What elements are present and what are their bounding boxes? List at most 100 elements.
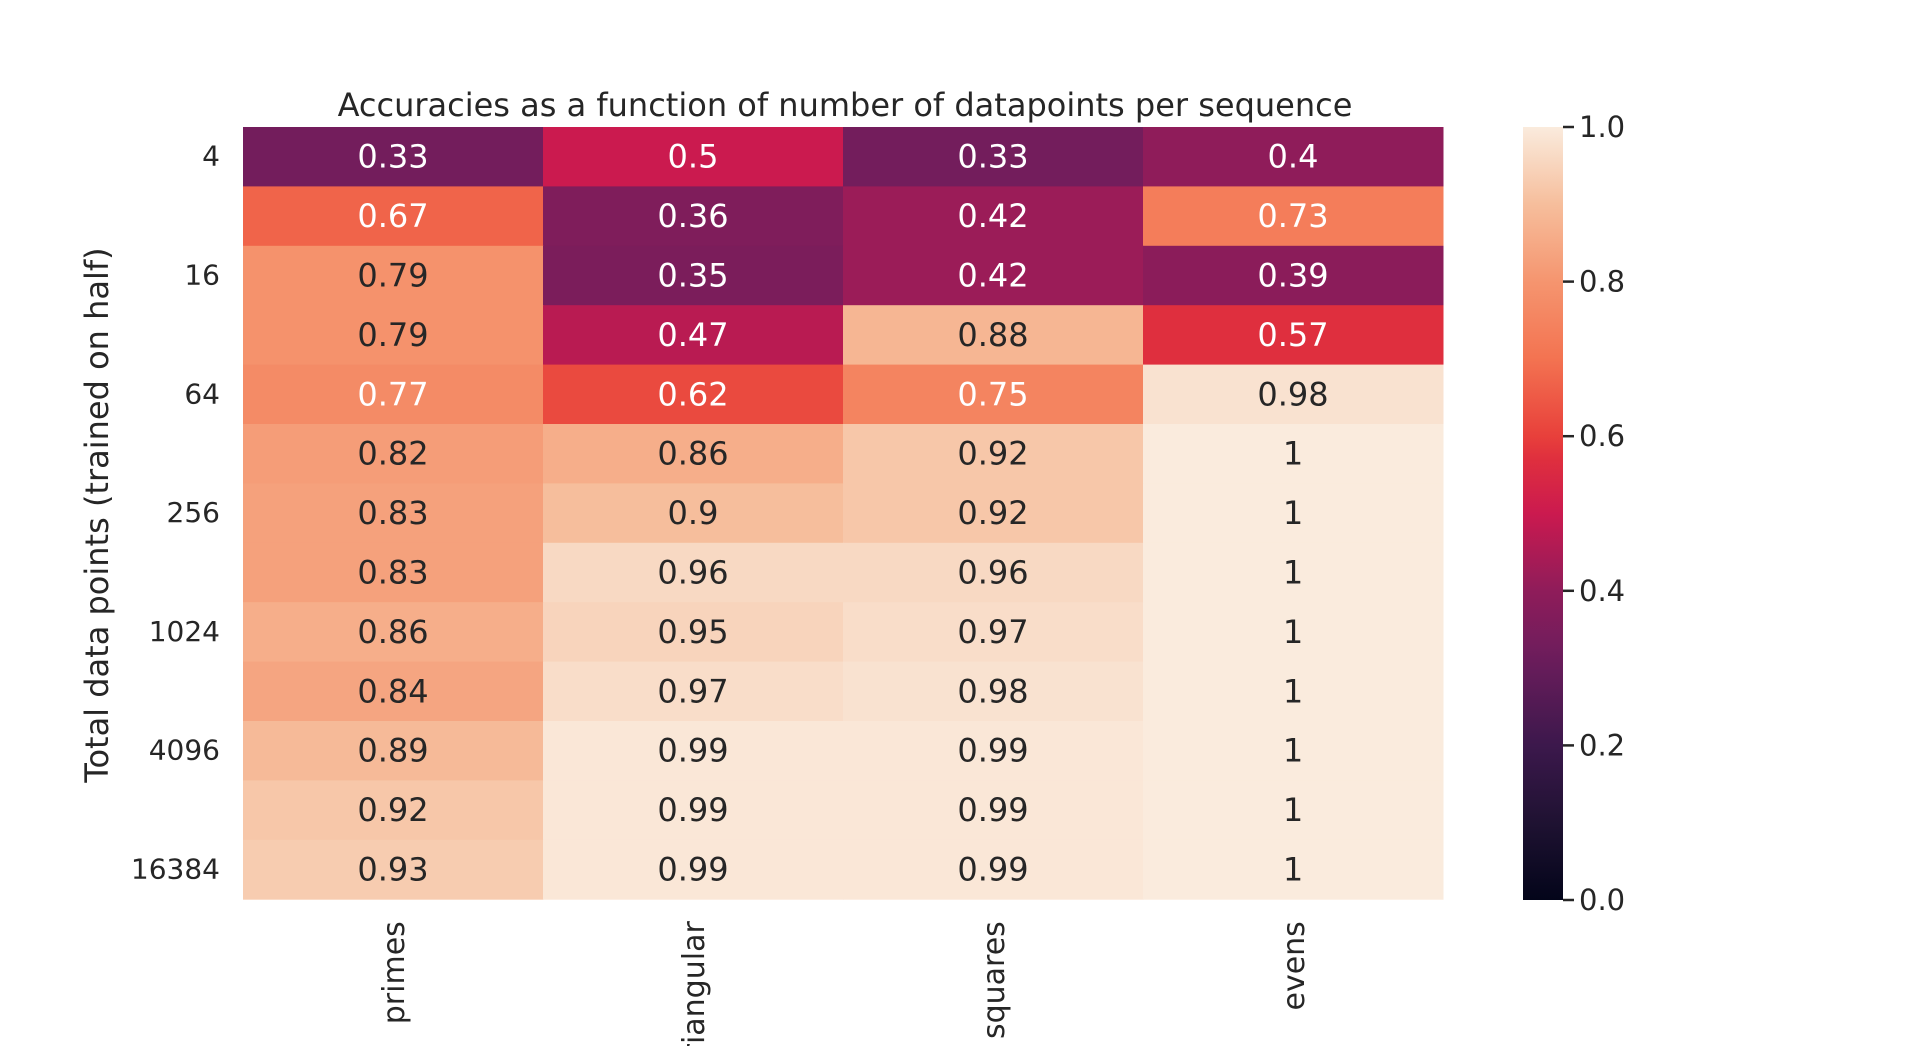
- heatmap-cell: [1143, 542, 1444, 603]
- heatmap-cell: [243, 424, 544, 484]
- cell-value-label: 0.99: [657, 851, 728, 889]
- x-tick-label: primes: [377, 921, 412, 1024]
- cell-value-label: 0.83: [357, 494, 428, 532]
- x-tick-label: triangular: [677, 921, 712, 1046]
- heatmap-cell: [1143, 602, 1444, 663]
- cell-value-label: 0.99: [957, 791, 1028, 829]
- heatmap-cell: [243, 245, 544, 306]
- heatmap-cell: [543, 483, 844, 544]
- cell-value-label: 0.57: [1257, 316, 1328, 354]
- heatmap-cell: [543, 780, 844, 841]
- heatmap-cell: [543, 364, 844, 425]
- heatmap-cells: [243, 127, 1444, 900]
- heatmap-cell: [543, 424, 844, 484]
- colorbar: [1523, 127, 1563, 900]
- heatmap-cell: [843, 839, 1144, 900]
- cell-value-label: 0.86: [657, 435, 728, 473]
- cell-value-label: 0.99: [957, 732, 1028, 770]
- heatmap-cell: [543, 245, 844, 306]
- heatmap-cell: [243, 542, 544, 603]
- colorbar-tick-label: 0.6: [1579, 419, 1625, 453]
- cell-value-label: 0.75: [957, 375, 1028, 413]
- heatmap-cell: [243, 186, 544, 247]
- cell-value-label: 0.97: [657, 672, 728, 710]
- heatmap-cell: [243, 483, 544, 544]
- y-tick-label: 16384: [131, 853, 220, 886]
- colorbar-tick-label: 0.2: [1579, 728, 1625, 762]
- heatmap-cell: [843, 305, 1144, 366]
- heatmap-cell: [243, 127, 544, 187]
- cell-value-label: 0.98: [957, 672, 1028, 710]
- heatmap-cell: [843, 364, 1144, 425]
- cell-value-label: 1: [1283, 732, 1303, 770]
- cell-value-label: 0.42: [957, 257, 1028, 295]
- heatmap-cell: [243, 780, 544, 841]
- heatmap-cell: [1143, 721, 1444, 781]
- colorbar-tick-label: 0.0: [1579, 883, 1625, 917]
- cell-value-label: 0.82: [357, 435, 428, 473]
- chart-title: Accuracies as a function of number of da…: [338, 86, 1353, 124]
- cell-value-label: 0.98: [1257, 375, 1328, 413]
- cell-value-label: 0.88: [957, 316, 1028, 354]
- heatmap-cell: [243, 364, 544, 425]
- y-tick-labels: 4 16 64 256 1024 4096 16384: [131, 140, 220, 886]
- colorbar-ticks: 0.0 0.2 0.4 0.6 0.8 1.0: [1563, 110, 1625, 917]
- heatmap-cell: [543, 186, 844, 247]
- heatmap-cell: [843, 245, 1144, 306]
- colorbar-tick-label: 0.8: [1579, 265, 1625, 299]
- colorbar-tick-label: 1.0: [1579, 110, 1625, 144]
- cell-value-label: 0.33: [957, 138, 1028, 176]
- heatmap-cell: [1143, 661, 1444, 722]
- heatmap-cell: [843, 186, 1144, 247]
- cell-value-label: 0.77: [357, 375, 428, 413]
- cell-value-label: 0.47: [657, 316, 728, 354]
- heatmap-cell: [543, 602, 844, 663]
- cell-value-label: 1: [1283, 672, 1303, 710]
- y-tick-label: 4096: [149, 734, 220, 767]
- heatmap-cell: [1143, 424, 1444, 484]
- cell-value-label: 0.33: [357, 138, 428, 176]
- cell-value-label: 0.73: [1257, 197, 1328, 235]
- x-tick-labels: primes triangular squares evens: [377, 921, 1312, 1046]
- heatmap-cell: [543, 542, 844, 603]
- cell-value-label: 0.89: [357, 732, 428, 770]
- cell-value-label: 0.99: [957, 851, 1028, 889]
- cell-value-label: 0.36: [657, 197, 728, 235]
- cell-value-label: 0.9: [668, 494, 719, 532]
- heatmap-cell: [243, 602, 544, 663]
- heatmap-cell: [1143, 839, 1444, 900]
- cell-value-label: 0.84: [357, 672, 428, 710]
- heatmap-cell: [843, 424, 1144, 484]
- cell-annotations: 0.33 0.5 0.33 0.4 0.67 0.36 0.42 0.73 0.79 0.35 0.…: [357, 138, 1328, 889]
- cell-value-label: 0.79: [357, 316, 428, 354]
- y-tick-label: 256: [167, 496, 220, 529]
- cell-value-label: 0.92: [957, 494, 1028, 532]
- cell-value-label: 0.83: [357, 554, 428, 592]
- y-tick-label: 64: [184, 377, 220, 410]
- heatmap-cell: [1143, 245, 1444, 306]
- cell-value-label: 0.4: [1268, 138, 1319, 176]
- heatmap-cell: [543, 305, 844, 366]
- heatmap-cell: [243, 305, 544, 366]
- heatmap-cell: [1143, 305, 1444, 366]
- x-tick-label: evens: [1277, 921, 1312, 1010]
- y-tick-label: 4: [202, 140, 220, 173]
- cell-value-label: 0.39: [1257, 257, 1328, 295]
- cell-value-label: 1: [1283, 613, 1303, 651]
- cell-value-label: 0.96: [957, 554, 1028, 592]
- cell-value-label: 0.62: [657, 375, 728, 413]
- cell-value-label: 0.97: [957, 613, 1028, 651]
- cell-value-label: 0.99: [657, 732, 728, 770]
- heatmap-cell: [1143, 780, 1444, 841]
- cell-value-label: 0.42: [957, 197, 1028, 235]
- heatmap-cell: [843, 127, 1144, 187]
- cell-value-label: 0.92: [357, 791, 428, 829]
- cell-value-label: 0.35: [657, 257, 728, 295]
- cell-value-label: 0.99: [657, 791, 728, 829]
- x-tick-label: squares: [977, 921, 1012, 1039]
- cell-value-label: 0.96: [657, 554, 728, 592]
- heatmap-cell: [543, 127, 844, 187]
- heatmap-cell: [1143, 127, 1444, 187]
- heatmap-cell: [1143, 186, 1444, 247]
